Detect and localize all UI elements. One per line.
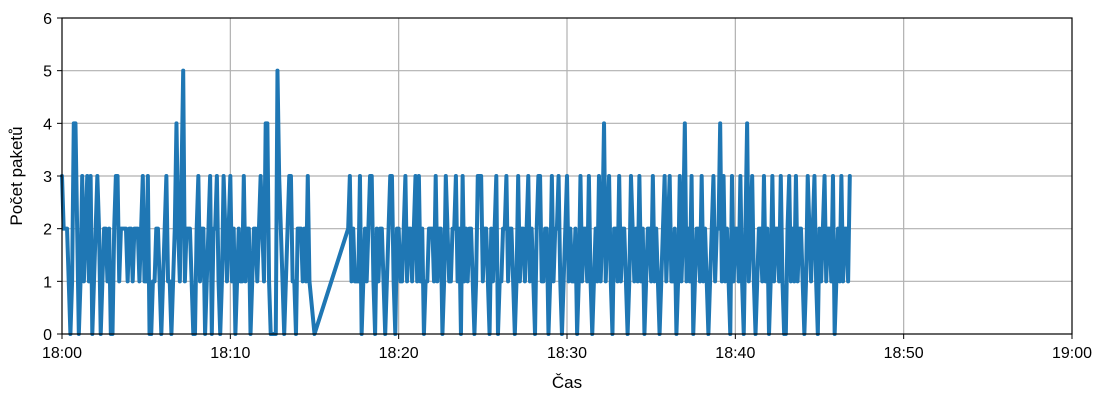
tick-layer: 18:00 18:10 18:20 18:30 18:40 18:50 19:00 0 1 2 3 4… bbox=[42, 11, 1092, 362]
x-tick-label: 18:00 bbox=[42, 345, 82, 362]
x-tick-label: 18:50 bbox=[884, 345, 924, 362]
x-axis-label: Čas bbox=[552, 373, 582, 392]
series-line bbox=[60, 68, 852, 336]
y-tick-label: 1 bbox=[43, 274, 52, 291]
x-tick-label: 19:00 bbox=[1052, 345, 1092, 362]
y-tick-label: 3 bbox=[43, 169, 52, 186]
y-tick-label: 5 bbox=[43, 64, 52, 81]
x-tick-label: 18:40 bbox=[715, 345, 755, 362]
y-tick-label: 4 bbox=[43, 116, 52, 133]
y-tick-label: 2 bbox=[43, 222, 52, 239]
x-tick-label: 18:10 bbox=[210, 345, 250, 362]
x-tick-label: 18:20 bbox=[379, 345, 419, 362]
y-tick-label: 6 bbox=[43, 11, 52, 28]
x-tick-label: 18:30 bbox=[547, 345, 587, 362]
y-axis-label: Počet paketů bbox=[7, 126, 26, 225]
series-layer bbox=[60, 68, 852, 336]
y-tick-label: 0 bbox=[43, 327, 52, 344]
